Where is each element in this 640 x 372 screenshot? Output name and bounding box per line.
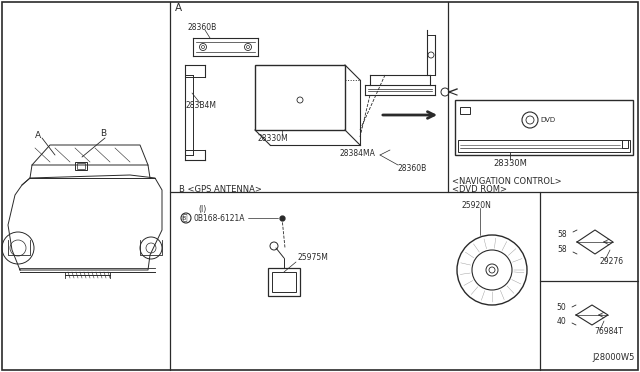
Text: A: A — [175, 3, 182, 13]
Text: <DVD ROM>: <DVD ROM> — [452, 185, 507, 193]
Text: 0B168-6121A: 0B168-6121A — [193, 214, 244, 222]
Bar — [268, 268, 300, 296]
Text: (I): (I) — [198, 205, 206, 214]
Text: 50: 50 — [556, 304, 566, 312]
Bar — [77, 163, 85, 169]
Text: B: B — [181, 215, 185, 221]
Text: 28330M: 28330M — [258, 134, 289, 142]
Bar — [460, 107, 470, 114]
Text: Ⓑ: Ⓑ — [183, 214, 188, 222]
Text: 28360B: 28360B — [187, 22, 216, 32]
Text: 40: 40 — [556, 317, 566, 327]
Text: B: B — [100, 128, 106, 138]
Text: A: A — [35, 131, 41, 140]
Text: 58: 58 — [557, 246, 567, 254]
Bar — [255, 65, 345, 130]
Text: 25975M: 25975M — [298, 253, 329, 263]
Text: 28384MA: 28384MA — [340, 148, 376, 157]
Bar — [272, 272, 296, 292]
Text: 283B4M: 283B4M — [185, 100, 216, 109]
Text: 76984T: 76984T — [594, 327, 623, 337]
Text: 29276: 29276 — [600, 257, 624, 266]
Text: 25920N: 25920N — [462, 201, 492, 209]
Bar — [75, 162, 87, 170]
Text: B <GPS ANTENNA>: B <GPS ANTENNA> — [179, 185, 262, 193]
Bar — [455, 100, 633, 155]
Text: 58: 58 — [557, 230, 567, 238]
Text: <NAVIGATION CONTROL>: <NAVIGATION CONTROL> — [452, 176, 562, 186]
Bar — [458, 140, 630, 152]
Text: 28360B: 28360B — [398, 164, 428, 173]
Bar — [622, 140, 628, 148]
Text: DVD: DVD — [540, 117, 555, 123]
Text: J28000W5: J28000W5 — [593, 353, 635, 362]
Text: 28330M: 28330M — [493, 158, 527, 167]
